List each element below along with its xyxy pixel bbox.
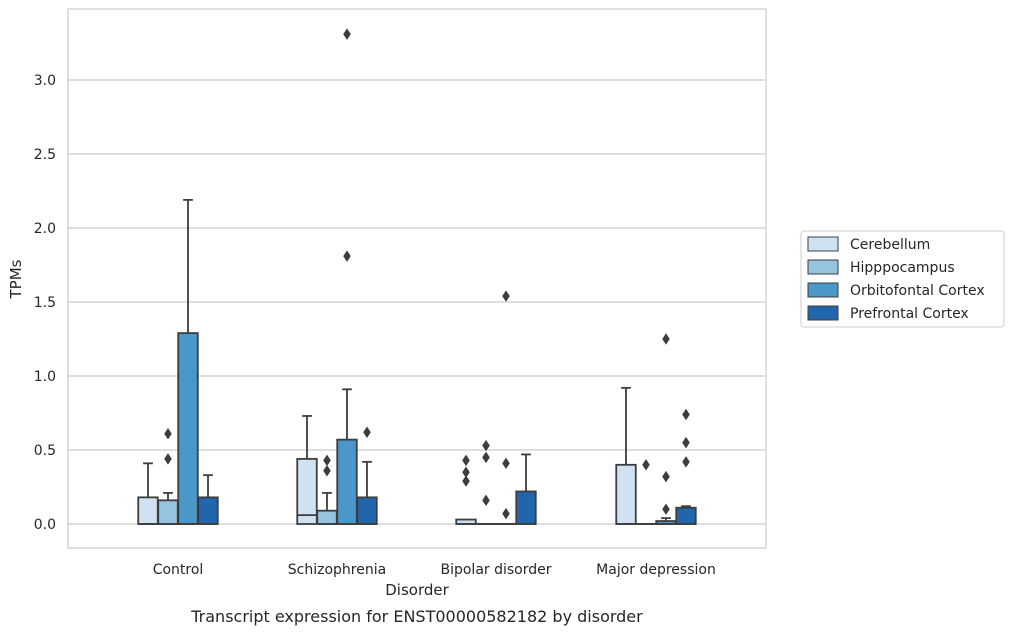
box-orbitofontal-cortex-bipolar-disorder: [495, 290, 517, 525]
box-cerebellum-bipolar-disorder: [455, 454, 477, 525]
outlier-point: [343, 250, 351, 262]
box-body: [615, 463, 637, 525]
outlier-point: [482, 494, 490, 507]
outlier-point: [343, 28, 351, 40]
x-tick-label: Major depression: [596, 562, 716, 578]
box-hipppocampus-schizophrenia: [316, 454, 338, 525]
y-tick-label: 3.0: [34, 73, 56, 89]
y-tick-label: 1.5: [34, 295, 56, 311]
box-body: [336, 438, 358, 525]
box-hipppocampus-bipolar-disorder: [475, 439, 497, 525]
box-cerebellum-control: [137, 462, 159, 525]
outlier-point: [502, 457, 510, 470]
box-body: [515, 490, 537, 525]
boxes: [137, 28, 697, 525]
y-tick-label: 2.5: [34, 147, 56, 163]
outlier-point: [462, 475, 470, 487]
outlier-point: [323, 464, 331, 477]
box-cerebellum-schizophrenia: [296, 415, 318, 525]
box-prefrontal-cortex-major-depression: [675, 408, 697, 525]
gridlines: [68, 79, 766, 525]
x-tick-labels: Control Schizophrenia Bipolar disorder Majo…: [153, 562, 716, 578]
legend-frame: [800, 230, 1005, 328]
legend: Cerebellum Hipppocampus Orbitofontal Corte…: [800, 230, 1005, 328]
x-tick-label: Schizophrenia: [288, 562, 386, 578]
chart-caption: Transcript expression for ENST0000058218…: [190, 607, 643, 626]
y-tick-label: 0.5: [34, 443, 56, 459]
box-prefrontal-cortex-control: [197, 474, 219, 525]
outlier-point: [164, 453, 172, 465]
box-orbitofontal-cortex-major-depression: [655, 333, 677, 525]
box-body: [197, 496, 219, 525]
outlier-point: [482, 439, 490, 452]
x-tick-label: Bipolar disorder: [440, 562, 551, 578]
y-axis-label: TPMs: [7, 259, 25, 299]
outlier-point: [502, 290, 510, 302]
box-orbitofontal-cortex-schizophrenia: [336, 28, 358, 525]
box-cerebellum-major-depression: [615, 386, 637, 525]
outlier-point: [642, 459, 650, 471]
box-prefrontal-cortex-bipolar-disorder: [515, 453, 537, 525]
box-body: [157, 499, 179, 525]
outlier-point: [363, 426, 371, 438]
y-tick-label: 0.0: [34, 517, 56, 533]
outlier-point: [323, 454, 331, 467]
legend-label: Prefrontal Cortex: [850, 306, 969, 322]
legend-swatch: [807, 259, 839, 275]
box-orbitofontal-cortex-control: [177, 198, 199, 525]
box-prefrontal-cortex-schizophrenia: [356, 426, 378, 525]
legend-label: Hipppocampus: [850, 260, 955, 276]
box-hipppocampus-major-depression: [635, 459, 657, 525]
outlier-point: [502, 507, 510, 520]
outlier-point: [662, 503, 670, 515]
legend-label: Orbitofontal Cortex: [850, 283, 985, 299]
outlier-point: [682, 408, 690, 421]
box-body: [137, 496, 159, 525]
outlier-point: [662, 470, 670, 483]
x-tick-label: Control: [153, 562, 204, 578]
box-body: [296, 457, 318, 525]
legend-swatch: [807, 282, 839, 298]
x-axis-label: Disorder: [385, 581, 449, 599]
outlier-point: [662, 333, 670, 345]
y-tick-label: 1.0: [34, 369, 56, 385]
outlier-point: [682, 456, 690, 468]
legend-swatch: [807, 305, 839, 321]
outlier-point: [482, 451, 490, 464]
box-body: [177, 332, 199, 525]
legend-label: Cerebellum: [850, 237, 930, 253]
box-body: [316, 509, 338, 525]
box-body: [675, 506, 697, 525]
box-hipppocampus-control: [157, 427, 179, 525]
box-body: [356, 496, 378, 525]
y-tick-labels: 0.0 0.5 1.0 1.5 2.0 2.5 3.0: [34, 73, 56, 533]
outlier-point: [462, 454, 470, 467]
outlier-point: [682, 436, 690, 449]
outlier-point: [164, 427, 172, 440]
plot-frame: [67, 8, 767, 549]
y-tick-label: 2.0: [34, 221, 56, 237]
legend-swatch: [807, 236, 839, 252]
